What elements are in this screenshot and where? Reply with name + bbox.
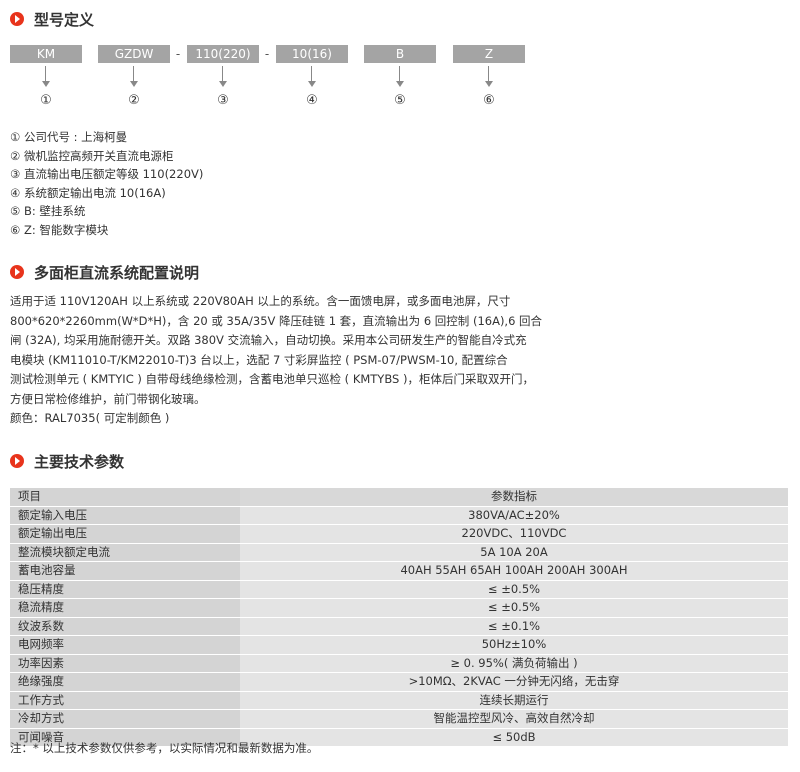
arrow-down-icon bbox=[484, 66, 494, 88]
table-row: 纹波系数 ≤ ±0.1% bbox=[10, 617, 788, 636]
row-label: 绝缘强度 bbox=[10, 672, 240, 692]
row-value: ≤ ±0.5% bbox=[240, 598, 788, 618]
code-part-module: Z bbox=[453, 45, 525, 63]
spec-table: 项目 参数指标 额定输入电压 380VA/AC±20% 额定输出电压 220VDC、… bbox=[10, 488, 788, 747]
table-header-row: 项目 参数指标 bbox=[10, 488, 788, 507]
row-label: 功率因素 bbox=[10, 654, 240, 673]
section-title-config: 多面柜直流系统配置说明 bbox=[10, 261, 199, 283]
row-label: 纹波系数 bbox=[10, 617, 240, 636]
code-part-system: B bbox=[364, 45, 436, 63]
row-label: 可闻噪音 bbox=[10, 728, 240, 747]
footnote: 注：* 以上技术参数仅供参考，以实际情况和最新数据为准。 bbox=[10, 741, 319, 755]
table-row: 额定输入电压 380VA/AC±20% bbox=[10, 506, 788, 525]
table-row: 稳流精度 ≤ ±0.5% bbox=[10, 598, 788, 618]
code-separator: - bbox=[175, 47, 181, 61]
row-value: 380VA/AC±20% bbox=[240, 506, 788, 525]
arrow-down-icon bbox=[129, 66, 139, 88]
arrow-down-icon bbox=[307, 66, 317, 88]
marker-2: ② bbox=[128, 93, 140, 108]
row-label: 稳压精度 bbox=[10, 580, 240, 599]
code-part-company: KM bbox=[10, 45, 82, 63]
row-value: 5A 10A 20A bbox=[240, 543, 788, 562]
row-label: 蓄电池容量 bbox=[10, 561, 240, 581]
section-title-model: 型号定义 bbox=[10, 8, 94, 30]
definition-item: ⑥ Z: 智能数字模块 bbox=[10, 222, 109, 237]
play-circle-icon bbox=[10, 265, 24, 279]
row-label: 稳流精度 bbox=[10, 598, 240, 618]
row-label: 工作方式 bbox=[10, 691, 240, 710]
row-value: ≥ 0. 95%( 满负荷输出 ) bbox=[240, 654, 788, 673]
description-line: 测试检测单元 ( KMTYIC ) 自带母线绝缘检测，含蓄电池单只巡检 ( KM… bbox=[10, 372, 534, 386]
arrow-down-icon bbox=[395, 66, 405, 88]
column-header-item: 项目 bbox=[10, 488, 240, 507]
config-description: 适用于适 110V120AH 以上系统或 220V80AH 以上的系统。含一面馈… bbox=[10, 292, 555, 429]
table-row: 工作方式 连续长期运行 bbox=[10, 691, 788, 710]
code-separator: - bbox=[264, 47, 270, 61]
row-value: 220VDC、110VDC bbox=[240, 524, 788, 544]
table-row: 绝缘强度 >10MΩ、2KVAC 一分钟无闪络，无击穿 bbox=[10, 672, 788, 692]
row-label: 额定输出电压 bbox=[10, 524, 240, 544]
play-circle-icon bbox=[10, 12, 24, 26]
play-circle-icon bbox=[10, 454, 24, 468]
row-value: 50Hz±10% bbox=[240, 635, 788, 655]
code-part-type: GZDW bbox=[98, 45, 170, 63]
row-value: 智能温控型风冷、高效自然冷却 bbox=[240, 709, 788, 729]
arrow-down-icon bbox=[218, 66, 228, 88]
table-row: 整流模块额定电流 5A 10A 20A bbox=[10, 543, 788, 562]
arrow-down-icon bbox=[41, 66, 51, 88]
table-row: 稳压精度 ≤ ±0.5% bbox=[10, 580, 788, 599]
definition-item: ① 公司代号 : 上海柯曼 bbox=[10, 130, 128, 144]
row-label: 电网频率 bbox=[10, 635, 240, 655]
table-row: 蓄电池容量 40AH 55AH 65AH 100AH 200AH 300AH bbox=[10, 561, 788, 581]
row-value: ≤ ±0.1% bbox=[240, 617, 788, 636]
row-label: 冷却方式 bbox=[10, 709, 240, 729]
code-part-current: 10(16) bbox=[276, 45, 348, 63]
definition-item: ④ 系统额定输出电流 10(16A) bbox=[10, 185, 166, 200]
description-line: 800*620*2260mm(W*D*H)，含 20 或 35A/35V 降压硅… bbox=[10, 313, 543, 328]
row-value: 40AH 55AH 65AH 100AH 200AH 300AH bbox=[240, 561, 788, 581]
section-title-spec: 主要技术参数 bbox=[10, 450, 124, 472]
row-value: ≤ 50dB bbox=[240, 728, 788, 747]
table-row: 额定输出电压 220VDC、110VDC bbox=[10, 524, 788, 544]
description-line: 方便日常检修维护，前门带钢化玻璃。 bbox=[10, 391, 206, 406]
description-line: 适用于适 110V120AH 以上系统或 220V80AH 以上的系统。含一面馈… bbox=[10, 294, 511, 308]
table-row: 可闻噪音 ≤ 50dB bbox=[10, 728, 788, 747]
description-line: 颜色：RAL7035( 可定制颜色 ) bbox=[10, 411, 170, 425]
row-label: 整流模块额定电流 bbox=[10, 543, 240, 562]
marker-5: ⑤ bbox=[394, 93, 406, 108]
table-row: 冷却方式 智能温控型风冷、高效自然冷却 bbox=[10, 709, 788, 729]
code-part-voltage: 110(220) bbox=[187, 45, 259, 63]
row-value: ≤ ±0.5% bbox=[240, 580, 788, 599]
description-line: 电模块 (KM11010-T/KM22010-T)3 台以上，选配 7 寸彩屏监… bbox=[10, 352, 508, 367]
column-header-value: 参数指标 bbox=[240, 488, 788, 507]
row-value: >10MΩ、2KVAC 一分钟无闪络，无击穿 bbox=[240, 672, 788, 692]
model-definition-list: ① 公司代号 : 上海柯曼 ② 微机监控高频开关直流电源柜 ③ 直流输出电压额定… bbox=[10, 128, 203, 239]
table-row: 功率因素 ≥ 0. 95%( 满负荷输出 ) bbox=[10, 654, 788, 673]
definition-item: ③ 直流输出电压额定等级 110(220V) bbox=[10, 167, 204, 181]
row-label: 额定输入电压 bbox=[10, 506, 240, 525]
marker-6: ⑥ bbox=[483, 93, 495, 108]
description-line: 闸 (32A), 均采用施耐德开关。双路 380V 交流输入，自动切换。采用本公… bbox=[10, 333, 527, 347]
definition-item: ⑤ B: 壁挂系统 bbox=[10, 204, 86, 218]
marker-1: ① bbox=[40, 93, 52, 108]
marker-3: ③ bbox=[217, 93, 229, 108]
table-row: 电网频率 50Hz±10% bbox=[10, 635, 788, 655]
marker-4: ④ bbox=[306, 93, 318, 108]
definition-item: ② 微机监控高频开关直流电源柜 bbox=[10, 148, 174, 163]
row-value: 连续长期运行 bbox=[240, 691, 788, 710]
